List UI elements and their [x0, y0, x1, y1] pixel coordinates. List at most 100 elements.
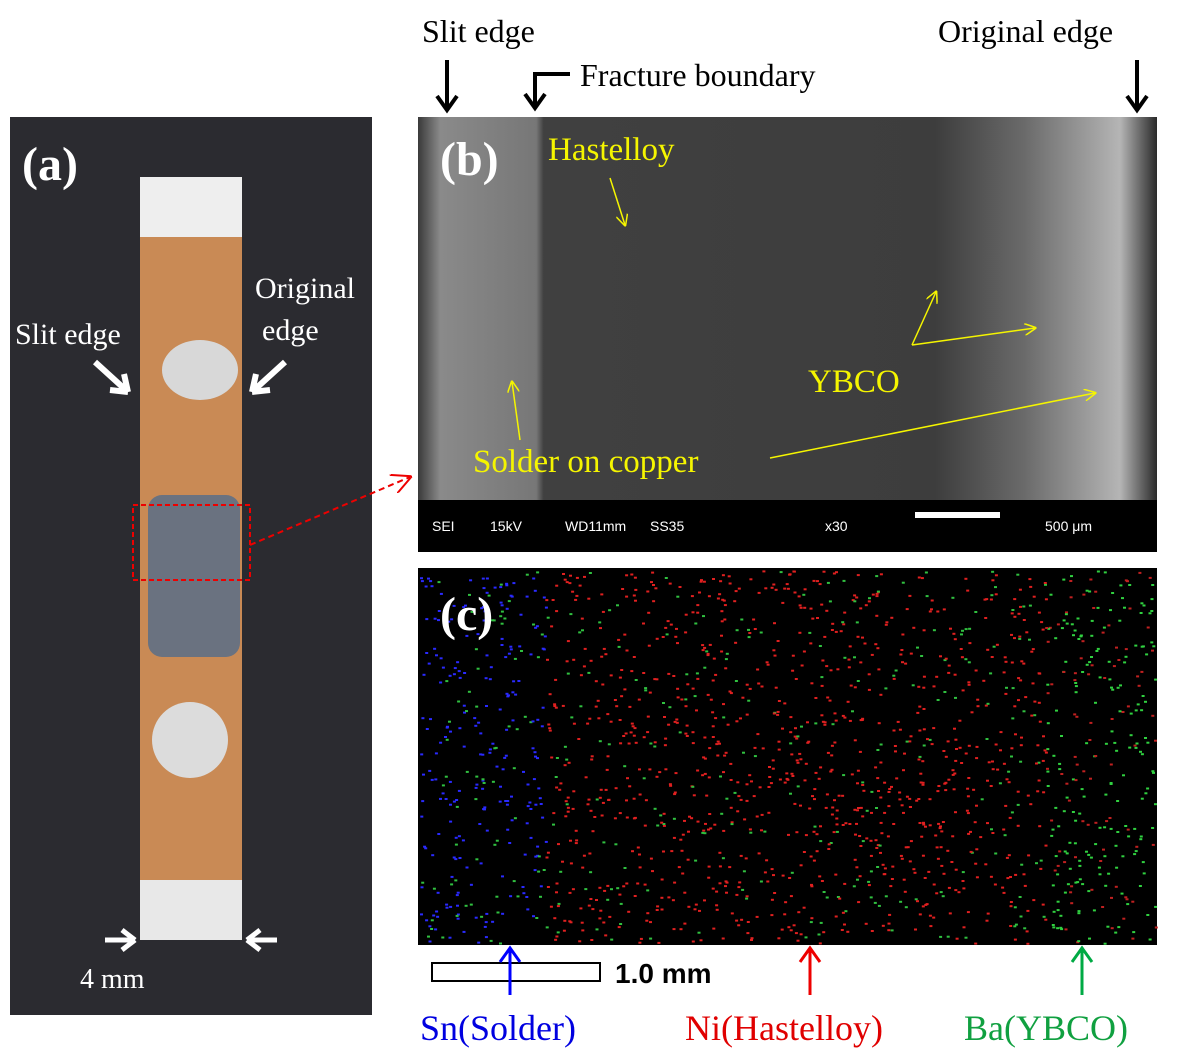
dot [929, 798, 932, 800]
dot [933, 884, 936, 886]
dot [552, 599, 555, 601]
dot [598, 887, 601, 889]
dot [833, 573, 836, 575]
dot [874, 766, 877, 768]
dot [485, 913, 488, 915]
dot [1020, 744, 1023, 746]
dot [466, 867, 469, 869]
dot [1135, 747, 1138, 749]
dot [485, 677, 488, 679]
dot [536, 625, 539, 627]
dot [954, 889, 957, 891]
dot [819, 825, 822, 827]
dot [1066, 797, 1069, 799]
dot [922, 905, 925, 907]
dot [1123, 607, 1126, 609]
dot [659, 814, 662, 816]
dot [970, 851, 973, 853]
dot [619, 923, 622, 925]
dot [543, 869, 546, 871]
dot [853, 656, 856, 658]
dot [940, 830, 943, 832]
dot [421, 882, 424, 884]
dot [489, 748, 492, 750]
dot [606, 885, 609, 887]
dot [595, 680, 598, 682]
dot [433, 648, 436, 650]
dot [572, 808, 575, 810]
dot [726, 653, 729, 655]
dot [764, 871, 767, 873]
dot [1138, 572, 1141, 574]
dot [593, 816, 596, 818]
dot [808, 808, 811, 810]
dot [844, 822, 847, 824]
dot [1023, 619, 1026, 621]
dot [620, 903, 623, 905]
dot [516, 728, 519, 730]
dot [1072, 634, 1075, 636]
dot [904, 663, 907, 665]
dot [588, 905, 591, 907]
dot [813, 798, 816, 800]
dot [499, 786, 502, 788]
dot [1089, 778, 1092, 780]
dot [781, 602, 784, 604]
dot [426, 728, 429, 730]
dot [1154, 740, 1157, 742]
dot [712, 680, 715, 682]
dot [1081, 883, 1084, 885]
dot [514, 658, 517, 660]
fracture-region [148, 495, 240, 657]
dot [1079, 635, 1082, 637]
dot [598, 917, 601, 919]
dot [1047, 641, 1050, 643]
dot [446, 726, 449, 728]
dot [994, 853, 997, 855]
dot [628, 785, 631, 787]
dot [500, 602, 503, 604]
dot [1143, 605, 1146, 607]
dot [901, 804, 904, 806]
dot [623, 688, 626, 690]
dot [1030, 651, 1033, 653]
dot [458, 670, 461, 672]
dot [1004, 656, 1007, 658]
dot [883, 873, 886, 875]
dot [567, 797, 570, 799]
dot [823, 891, 826, 893]
dot [569, 575, 572, 577]
dot [722, 703, 725, 705]
dot [747, 921, 750, 923]
annotation: YBCO [808, 364, 900, 400]
dot [535, 917, 538, 919]
dot [666, 633, 669, 635]
dot [879, 845, 882, 847]
dot [1127, 835, 1130, 837]
dot [912, 868, 915, 870]
solder-spot [162, 340, 238, 400]
dot [756, 916, 759, 918]
dot [746, 800, 749, 802]
dot [622, 735, 625, 737]
dot [429, 941, 432, 943]
dot [1102, 849, 1105, 851]
dot [875, 839, 878, 841]
dot [836, 668, 839, 670]
dot [654, 808, 657, 810]
dot [740, 855, 743, 857]
dot [597, 700, 600, 702]
dot [449, 731, 452, 733]
dot [539, 896, 542, 898]
dot [442, 792, 445, 794]
dot [819, 583, 822, 585]
dot [722, 830, 725, 832]
dot [1141, 798, 1144, 800]
dot [1149, 939, 1152, 941]
dot [534, 751, 537, 753]
dot [707, 654, 710, 656]
dot [929, 739, 932, 741]
dot [725, 658, 728, 660]
dot [532, 578, 535, 580]
dot [840, 630, 843, 632]
